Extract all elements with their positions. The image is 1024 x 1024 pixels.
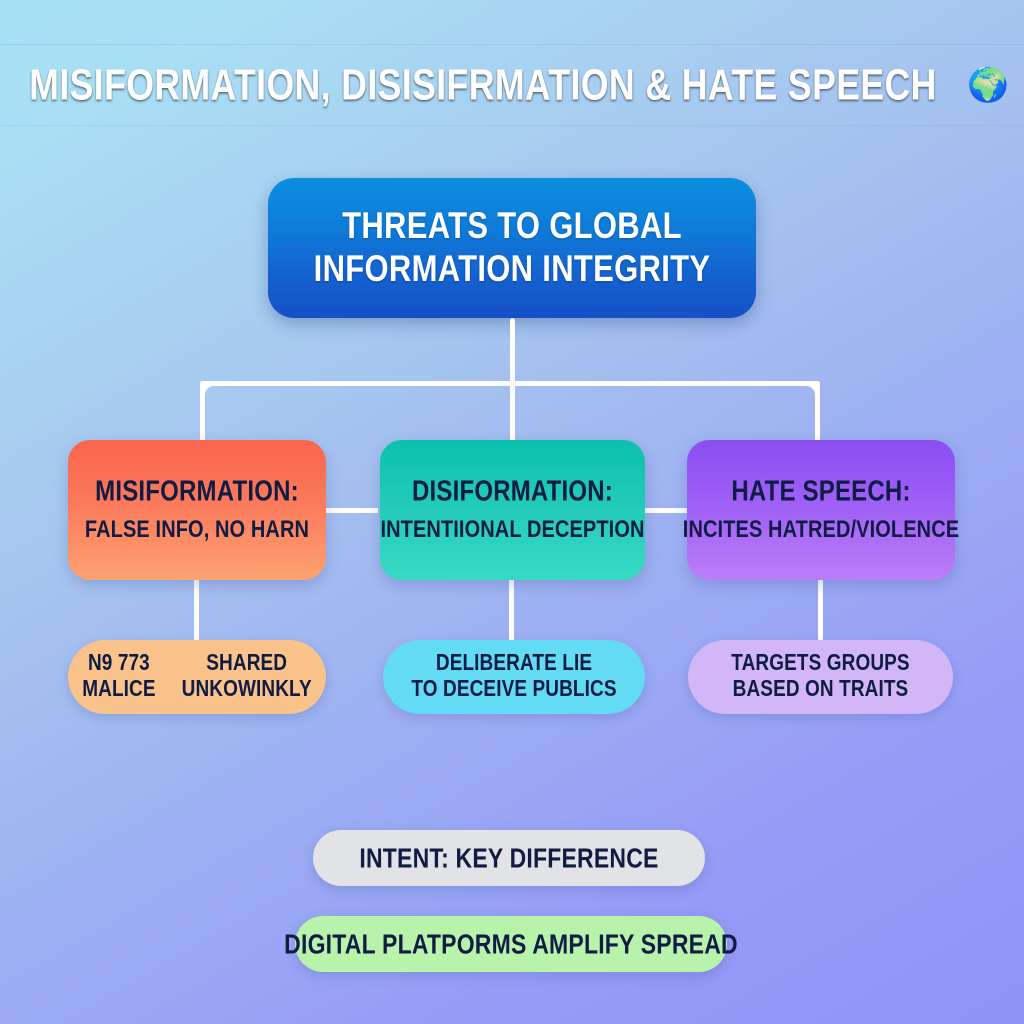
detail-column-right: SHARED UNKOWINKLY: [182, 651, 312, 703]
category-card-disinformation: DISIFORMATION: INTENTIIONAL DECEPTION: [380, 440, 645, 580]
detail-line: MALICE: [82, 676, 156, 702]
connector-down-disinformation: [509, 580, 514, 642]
detail-line: UNKOWINKLY: [181, 676, 312, 702]
detail-column-left: N9 773 MALICE: [82, 651, 155, 703]
connector-corner-right: [798, 381, 820, 403]
connector-drop-middle: [510, 381, 515, 443]
detail-line: TO DECEIVE PUBLICS: [411, 676, 617, 702]
category-card-misinformation: MISIFORMATION: FALSE INFO, NO HARN: [68, 440, 326, 580]
header-bar: MISIFORMATION, DISISIFRMATION & HATE SPE…: [0, 44, 1024, 126]
connector-down-misinformation: [194, 580, 199, 642]
detail-pill-hate-speech: TARGETS GROUPS BASED ON TRAITS: [688, 640, 953, 714]
globe-icon: 🌍: [966, 65, 1009, 103]
note-text: DIGITAL PLATPORMS AMPLIFY SPREAD: [284, 927, 738, 959]
detail-pill-misinformation: N9 773 MALICE SHARED UNKOWINKLY: [68, 640, 326, 714]
category-title: HATE SPEECH:: [731, 475, 911, 508]
detail-line: BASED ON TRAITS: [732, 676, 909, 702]
header-content: MISIFORMATION, DISISIFRMATION & HATE SPE…: [15, 59, 1009, 109]
category-subtitle: FALSE INFO, NO HARN: [84, 516, 310, 544]
root-title-line-1: THREATS TO GLOBAL: [342, 204, 682, 247]
connector-drop-left: [200, 381, 205, 443]
connector-down-hatespeech: [818, 580, 823, 642]
connector-corner-left: [200, 381, 222, 403]
detail-line: N9 773: [87, 650, 150, 676]
note-pill-intent: INTENT: KEY DIFFERENCE: [313, 830, 705, 886]
page-title: MISIFORMATION, DISISIFRMATION & HATE SPE…: [29, 59, 937, 110]
category-subtitle: INCITES HATRED/VIOLENCE: [682, 516, 960, 544]
note-text: INTENT: KEY DIFFERENCE: [359, 841, 659, 873]
connector-link-disinformation-hatespeech: [645, 508, 687, 513]
connector-drop-right: [815, 381, 820, 443]
category-subtitle: INTENTIIONAL DECEPTION: [380, 516, 645, 544]
detail-line: DELIBERATE LIE: [435, 650, 593, 676]
category-title: DISIFORMATION:: [412, 475, 613, 508]
root-title-card: THREATS TO GLOBAL INFORMATION INTEGRITY: [268, 178, 756, 318]
note-pill-digital-platforms: DIGITAL PLATPORMS AMPLIFY SPREAD: [284, 916, 738, 972]
category-title: MISIFORMATION:: [95, 475, 299, 508]
connector-link-misinformation-disinformation: [326, 508, 378, 513]
detail-line: TARGETS GROUPS: [731, 650, 910, 676]
detail-line: SHARED: [206, 650, 288, 676]
detail-pill-disinformation: DELIBERATE LIE TO DECEIVE PUBLICS: [383, 640, 645, 714]
connector-stem-top: [510, 318, 515, 384]
root-title-line-2: INFORMATION INTEGRITY: [313, 247, 711, 290]
category-card-hate-speech: HATE SPEECH: INCITES HATRED/VIOLENCE: [683, 440, 959, 580]
